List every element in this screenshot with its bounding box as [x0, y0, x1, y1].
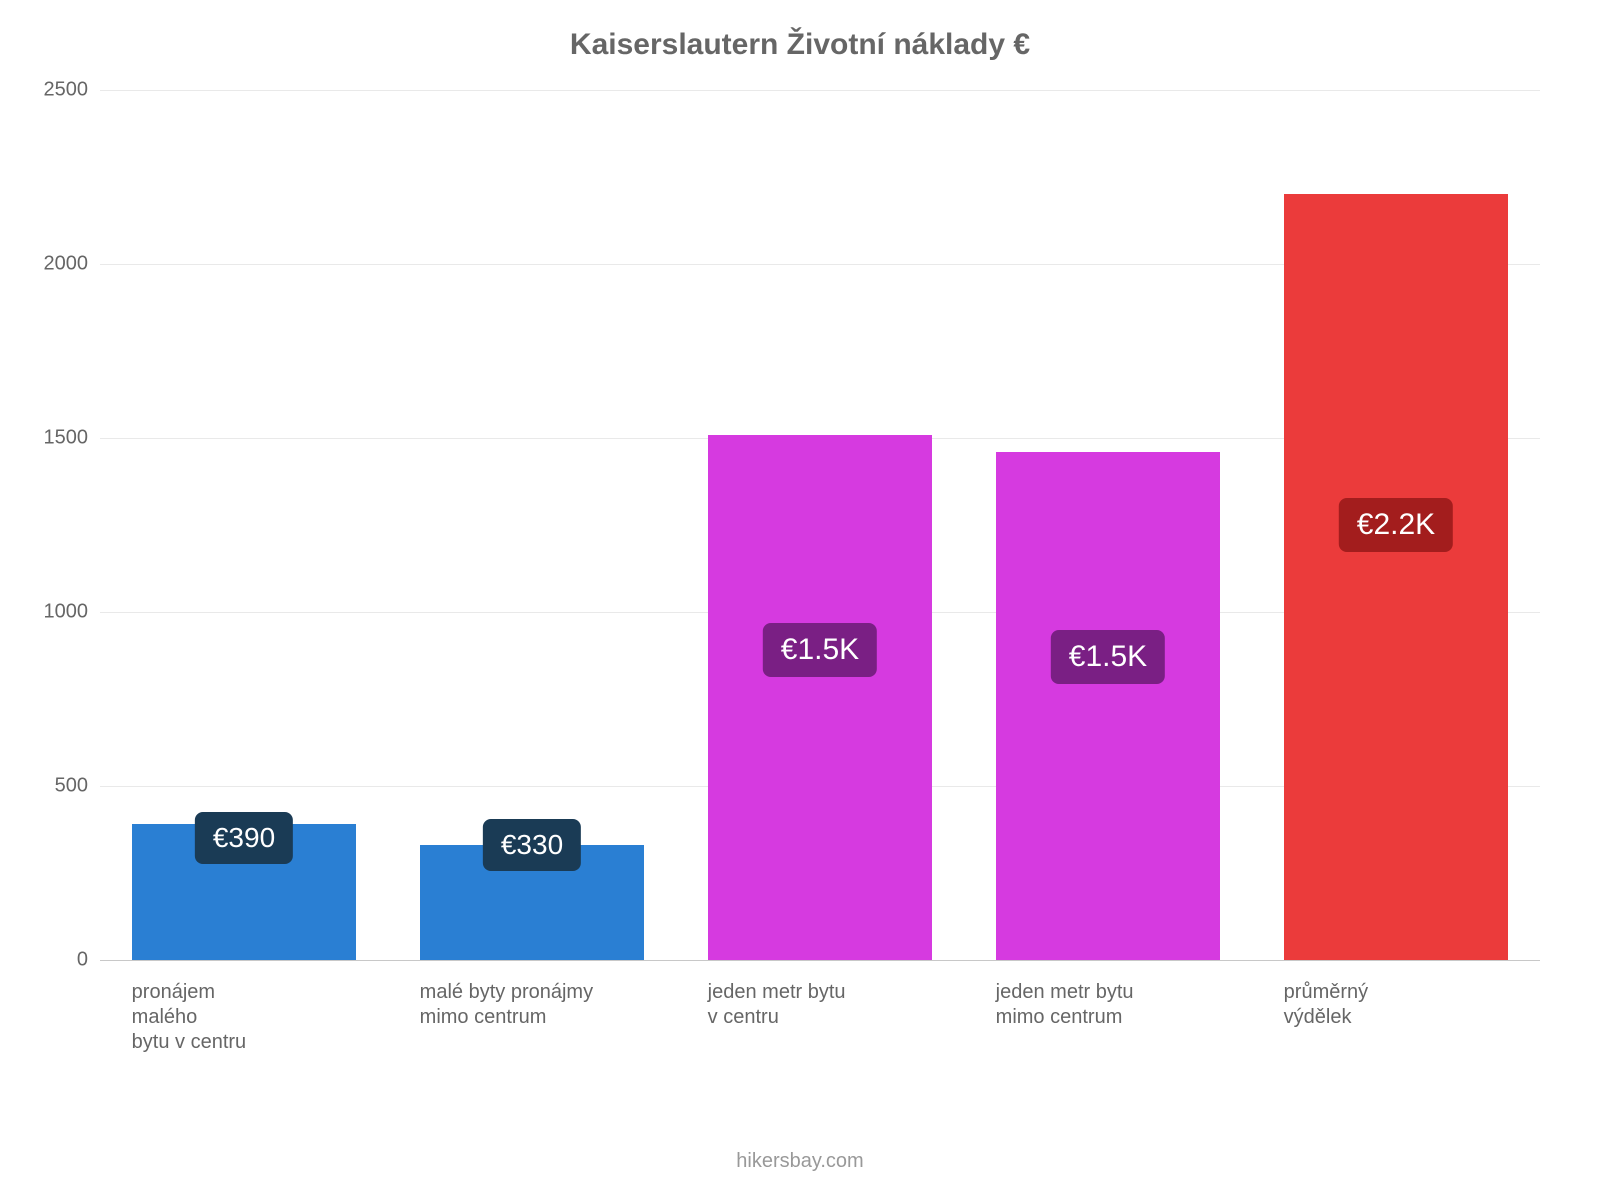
- y-tick-label: 2500: [44, 79, 101, 102]
- value-badge: €330: [483, 819, 581, 871]
- value-badge: €2.2K: [1339, 498, 1453, 552]
- x-category-label: malé byty pronájmy mimo centrum: [420, 980, 645, 1030]
- value-badge: €1.5K: [763, 623, 877, 677]
- x-category-label: jeden metr bytu v centru: [708, 980, 933, 1030]
- x-category-label: pronájem malého bytu v centru: [132, 980, 357, 1055]
- value-badge: €390: [195, 812, 293, 864]
- y-tick-label: 0: [77, 949, 100, 972]
- gridline: [100, 90, 1540, 91]
- y-tick-label: 2000: [44, 253, 101, 276]
- y-tick-label: 500: [55, 775, 100, 798]
- x-category-label: průměrný výdělek: [1284, 980, 1509, 1030]
- bar: [996, 452, 1221, 960]
- y-tick-label: 1000: [44, 601, 101, 624]
- chart-title: Kaiserslautern Životní náklady €: [0, 28, 1600, 62]
- value-badge: €1.5K: [1051, 630, 1165, 684]
- bar: [1284, 194, 1509, 960]
- y-tick-label: 1500: [44, 427, 101, 450]
- x-category-label: jeden metr bytu mimo centrum: [996, 980, 1221, 1030]
- chart-footer: hikersbay.com: [0, 1150, 1600, 1173]
- axis-baseline: [100, 960, 1540, 961]
- plot-area: 05001000150020002500€390pronájem malého …: [100, 90, 1540, 960]
- chart-container: Kaiserslautern Životní náklady € 0500100…: [0, 0, 1600, 1200]
- bar: [708, 435, 933, 960]
